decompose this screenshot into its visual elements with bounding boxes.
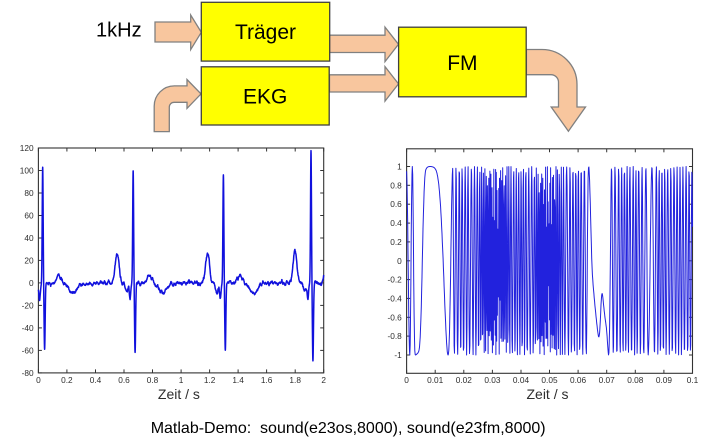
svg-text:20: 20 <box>24 255 34 265</box>
svg-text:0.2: 0.2 <box>61 375 73 385</box>
svg-text:0.08: 0.08 <box>627 375 644 385</box>
svg-text:0: 0 <box>36 375 41 385</box>
svg-text:-1: -1 <box>394 350 402 360</box>
svg-text:-60: -60 <box>22 345 34 355</box>
svg-text:0: 0 <box>397 256 402 266</box>
svg-text:FM: FM <box>447 52 477 75</box>
svg-text:0.06: 0.06 <box>570 375 587 385</box>
svg-text:EKG: EKG <box>243 86 287 109</box>
svg-text:-0.6: -0.6 <box>388 312 403 322</box>
svg-text:1kHz: 1kHz <box>96 20 142 42</box>
svg-text:0.09: 0.09 <box>656 375 673 385</box>
svg-text:60: 60 <box>24 211 34 221</box>
svg-text:1: 1 <box>397 162 402 172</box>
svg-text:100: 100 <box>20 166 34 176</box>
svg-text:0.4: 0.4 <box>390 218 402 228</box>
svg-text:0.1: 0.1 <box>687 375 699 385</box>
svg-text:0.6: 0.6 <box>118 375 130 385</box>
svg-text:40: 40 <box>24 233 34 243</box>
svg-text:0.03: 0.03 <box>484 375 501 385</box>
svg-text:0.4: 0.4 <box>90 375 102 385</box>
svg-text:0.04: 0.04 <box>513 375 530 385</box>
svg-text:0: 0 <box>29 278 34 288</box>
svg-text:0.07: 0.07 <box>599 375 616 385</box>
svg-text:Zeit / s: Zeit / s <box>526 386 568 402</box>
svg-text:0.6: 0.6 <box>390 199 402 209</box>
svg-text:0.2: 0.2 <box>390 237 402 247</box>
svg-text:1: 1 <box>179 375 184 385</box>
svg-text:1.2: 1.2 <box>204 375 216 385</box>
svg-text:0.01: 0.01 <box>427 375 444 385</box>
svg-text:1.6: 1.6 <box>261 375 273 385</box>
svg-text:Matlab-Demo: sound(e23os,8000: Matlab-Demo: sound(e23os,8000), sound(e2… <box>151 420 546 437</box>
svg-text:0.05: 0.05 <box>541 375 558 385</box>
svg-text:2: 2 <box>321 375 326 385</box>
svg-text:0.02: 0.02 <box>456 375 473 385</box>
svg-text:1.8: 1.8 <box>289 375 301 385</box>
svg-text:1.4: 1.4 <box>232 375 244 385</box>
svg-text:-0.4: -0.4 <box>388 293 403 303</box>
svg-text:-20: -20 <box>22 300 34 310</box>
svg-text:0.8: 0.8 <box>147 375 159 385</box>
svg-text:80: 80 <box>24 188 34 198</box>
svg-text:Zeit / s: Zeit / s <box>158 386 200 402</box>
svg-text:-0.8: -0.8 <box>388 331 403 341</box>
svg-text:-40: -40 <box>22 323 34 333</box>
svg-text:-0.2: -0.2 <box>388 275 403 285</box>
svg-text:-80: -80 <box>22 368 34 378</box>
svg-text:0: 0 <box>404 375 409 385</box>
svg-text:0.8: 0.8 <box>390 180 402 190</box>
svg-text:Träger: Träger <box>235 21 296 44</box>
svg-text:120: 120 <box>20 143 34 153</box>
